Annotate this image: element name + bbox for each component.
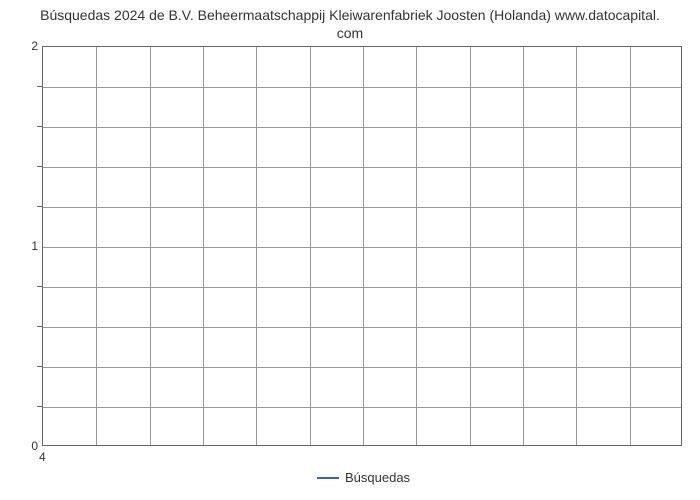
x-tick-label: 4	[39, 450, 46, 464]
gridline-v	[150, 47, 151, 445]
gridline-h	[43, 327, 681, 328]
gridline-h	[43, 87, 681, 88]
y-tick-minor	[37, 166, 42, 167]
gridline-h	[43, 367, 681, 368]
legend-label: Búsquedas	[345, 470, 410, 485]
gridline-v	[203, 47, 204, 445]
gridline-v	[96, 47, 97, 445]
gridline-h	[43, 247, 681, 248]
gridline-v	[470, 47, 471, 445]
gridline-v	[416, 47, 417, 445]
gridline-h	[43, 167, 681, 168]
gridline-v	[256, 47, 257, 445]
gridline-h	[43, 207, 681, 208]
chart-title: Búsquedas 2024 de B.V. Beheermaatschappi…	[0, 6, 700, 42]
gridline-h	[43, 287, 681, 288]
y-tick-minor	[37, 86, 42, 87]
gridline-v	[310, 47, 311, 445]
gridline-v	[363, 47, 364, 445]
legend: Búsquedas	[317, 470, 410, 485]
y-tick-label: 2	[8, 39, 38, 53]
chart-title-line2: com	[337, 25, 363, 41]
gridline-h	[43, 407, 681, 408]
y-tick-label: 1	[8, 239, 38, 253]
gridline-v	[630, 47, 631, 445]
y-tick-minor	[37, 326, 42, 327]
gridline-v	[523, 47, 524, 445]
legend-swatch	[317, 477, 339, 479]
y-tick-minor	[37, 206, 42, 207]
y-tick-minor	[37, 366, 42, 367]
gridline-h	[43, 127, 681, 128]
y-tick-label: 0	[8, 439, 38, 453]
y-tick-minor	[37, 126, 42, 127]
plot-area	[42, 46, 682, 446]
gridline-v	[576, 47, 577, 445]
chart-title-line1: Búsquedas 2024 de B.V. Beheermaatschappi…	[40, 7, 660, 23]
y-tick-minor	[37, 286, 42, 287]
chart-container: Búsquedas 2024 de B.V. Beheermaatschappi…	[0, 0, 700, 500]
y-tick-minor	[37, 406, 42, 407]
